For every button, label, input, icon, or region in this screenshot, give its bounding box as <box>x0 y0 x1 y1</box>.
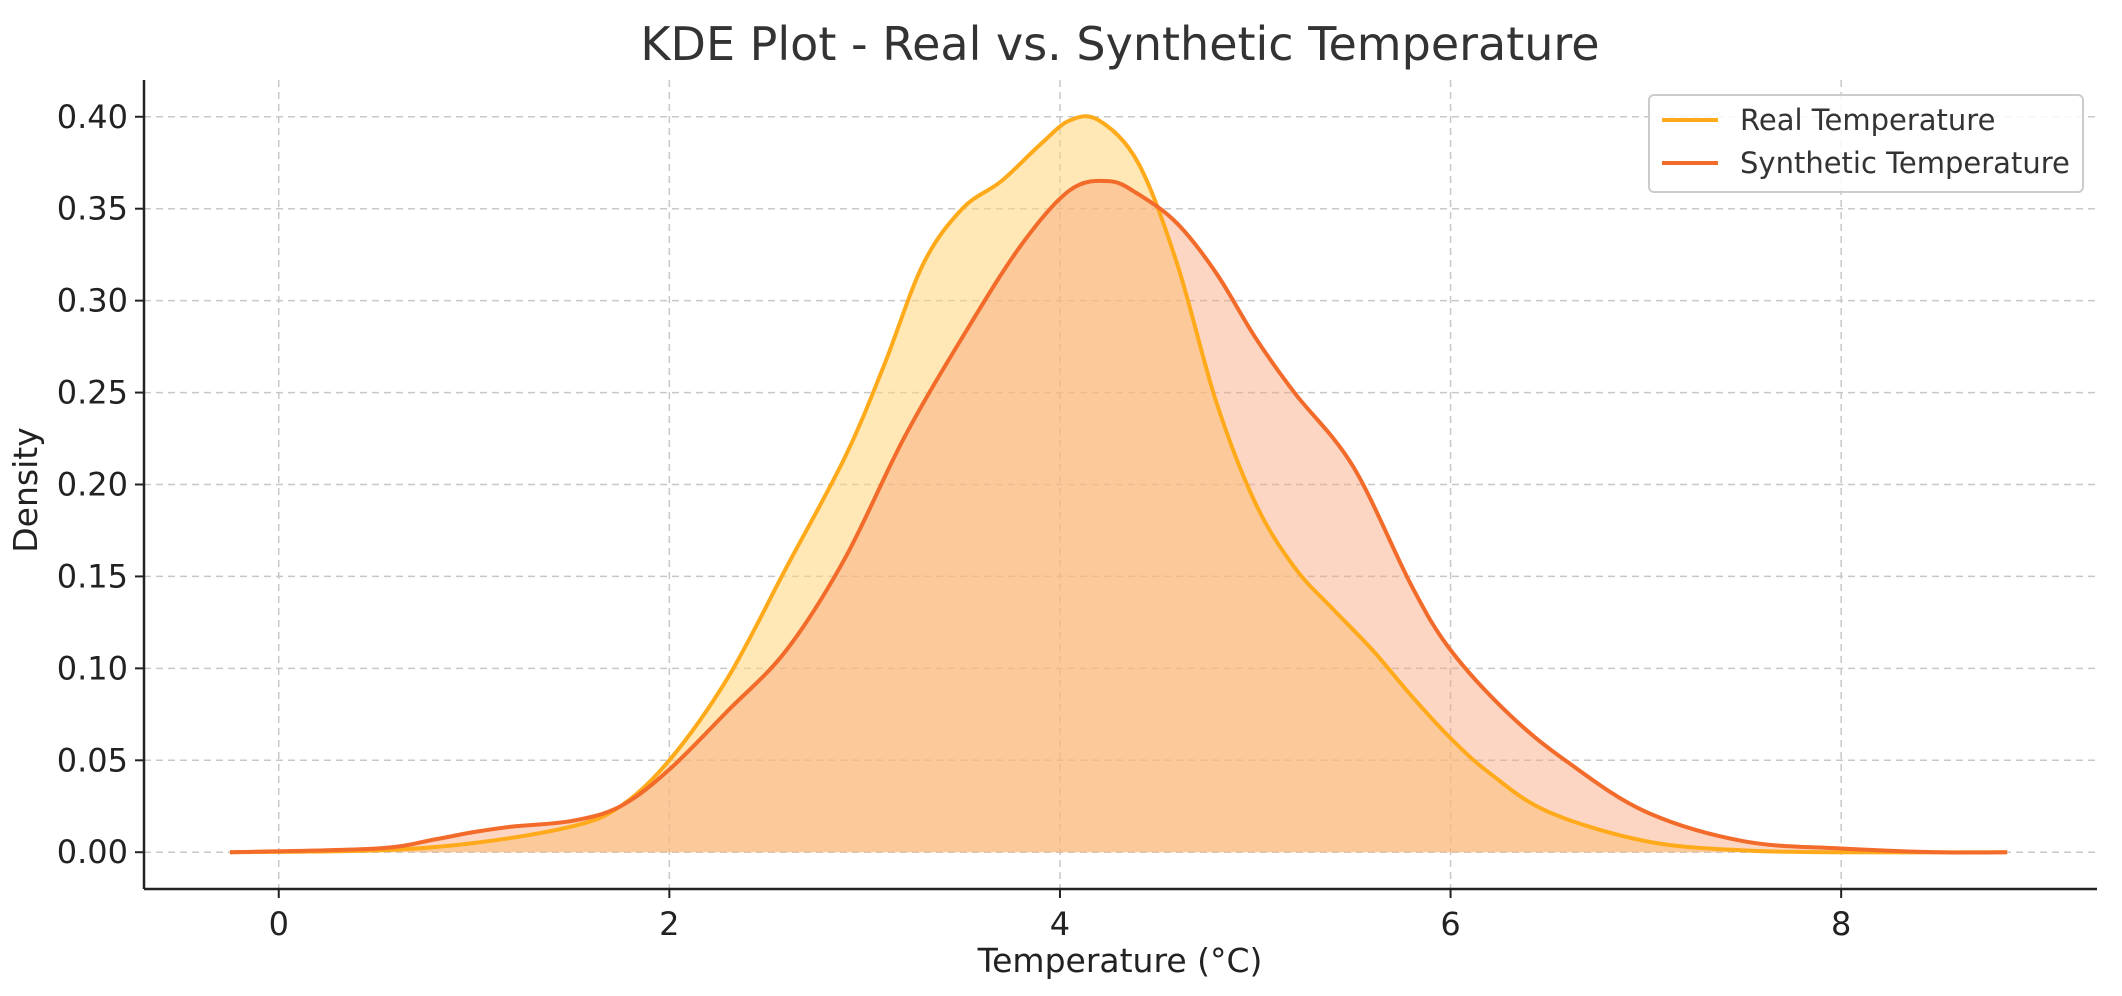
legend-label-synthetic: Synthetic Temperature <box>1740 146 2070 180</box>
y-tick-label: 0.40 <box>57 98 128 136</box>
x-tick-label: 6 <box>1440 905 1460 943</box>
axis-ticks: 0 2 4 6 8 0.00 0.05 0.10 0.15 0.20 0.25 0.30 0.35 0.4… <box>57 98 1852 943</box>
y-tick-label: 0.30 <box>57 282 128 320</box>
y-tick-label: 0.05 <box>57 741 128 779</box>
x-axis-title: Temperature (°C) <box>977 941 1263 980</box>
x-tick-label: 8 <box>1831 905 1851 943</box>
density-curves <box>229 114 2008 855</box>
line-real <box>229 114 2008 855</box>
y-tick-label: 0.20 <box>57 466 128 504</box>
y-tick-label: 0.10 <box>57 649 128 687</box>
legend: Real Temperature Synthetic Temperature <box>1648 94 2084 193</box>
density-areas <box>229 116 2008 853</box>
legend-box <box>1648 94 2084 193</box>
area-real <box>229 116 2008 853</box>
x-tick-label: 2 <box>659 905 679 943</box>
y-tick-label: 0.35 <box>57 190 128 228</box>
area-synthetic <box>229 180 2008 853</box>
y-axis-title: Density <box>6 427 45 552</box>
x-tick-label: 4 <box>1050 905 1070 943</box>
line-synthetic <box>229 178 2008 855</box>
y-tick-label: 0.25 <box>57 374 128 412</box>
chart-title: KDE Plot - Real vs. Synthetic Temperatur… <box>640 17 1599 71</box>
y-tick-label: 0.15 <box>57 557 128 595</box>
legend-label-real: Real Temperature <box>1740 103 1995 137</box>
y-tick-label: 0.00 <box>57 833 128 871</box>
x-tick-label: 0 <box>269 905 289 943</box>
